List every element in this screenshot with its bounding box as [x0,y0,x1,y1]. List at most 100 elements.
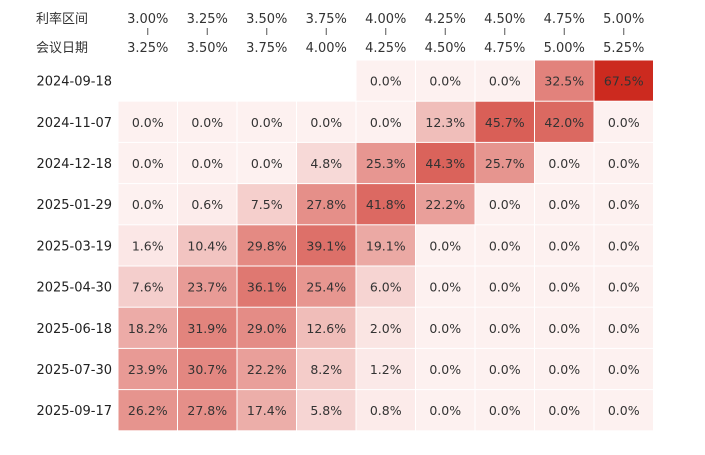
column-low-label: 4.75% [544,12,585,27]
heatmap-cell [237,101,296,142]
cell-value-label: 22.2% [425,197,465,212]
cell-value-label: 27.8% [187,403,227,418]
cell-value-label: 0.0% [132,115,164,130]
heatmap-cell [237,266,296,307]
heatmap-cell [178,142,237,184]
cell-value-label: 0.0% [489,197,521,212]
row-date-label: 2024-09-18 [36,75,112,90]
cell-value-label: 41.8% [366,197,406,212]
cell-value-label: 36.1% [247,280,287,295]
heatmap-cell [178,390,237,431]
column-header-group: 利率区间 会议日期 [36,11,88,56]
heatmap-cell [475,266,534,307]
cell-value-label: 2.0% [370,321,402,336]
heatmap-cell [416,101,475,142]
cell-value-label: 67.5% [604,74,644,89]
heatmap-cell [356,307,415,348]
column-high-label: 5.25% [603,41,644,56]
heatmap-cell [118,348,177,390]
cell-value-label: 22.2% [247,362,287,377]
heatmap-cell [297,101,356,142]
cell-value-label: 0.0% [548,362,580,377]
cell-value-label: 0.0% [251,156,283,171]
heatmap-cell [237,225,296,266]
heatmap-cell [297,225,356,266]
column-low-label: 3.50% [246,12,287,27]
corner-label-bottom: 会议日期 [36,41,88,56]
cell-value-label: 39.1% [306,238,346,253]
cell-value-label: 0.0% [608,321,640,336]
cell-value-label: 0.0% [251,115,283,130]
cell-value-label: 1.6% [132,238,164,253]
heatmap-cell [178,184,237,225]
heatmap-cell [416,266,475,307]
heatmap-cells: 0.0% 0.0% 0.0% 32.5% 67.5% 0.0% 0.0% 0.0% 0.0% 0.… [118,60,653,431]
column-high-label: 5.00% [544,41,585,56]
cell-value-label: 4.8% [310,156,342,171]
heatmap-cell [475,225,534,266]
cell-value-label: 0.0% [548,156,580,171]
column-high-label: 4.50% [425,41,466,56]
cell-value-label: 0.0% [429,362,461,377]
row-date-label: 2025-04-30 [36,281,112,296]
heatmap-cell [594,390,653,431]
cell-value-label: 0.0% [489,403,521,418]
heatmap-cell [118,142,177,184]
heatmap-cell [594,142,653,184]
cell-value-label: 8.2% [310,362,342,377]
heatmap-cell [594,60,653,101]
cell-value-label: 7.6% [132,280,164,295]
cell-value-label: 0.0% [608,156,640,171]
cell-value-label: 12.3% [425,115,465,130]
row-date-label: 2025-09-17 [36,404,112,419]
heatmap-cell [356,142,415,184]
heatmap-cell [237,348,296,390]
heatmap-cell [297,307,356,348]
cell-value-label: 0.0% [608,403,640,418]
heatmap-cell [118,184,177,225]
cell-value-label: 0.0% [608,362,640,377]
heatmap-cell [475,184,534,225]
heatmap-cell [297,348,356,390]
column-high-label: 3.75% [246,41,287,56]
heatmap-cell [118,307,177,348]
heatmap-cell [297,184,356,225]
row-date-label: 2025-01-29 [36,198,112,213]
cell-value-label: 18.2% [128,321,168,336]
heatmap-cell [118,101,177,142]
column-low-label: 3.00% [127,12,168,27]
cell-value-label: 6.0% [370,280,402,295]
column-low-label: 3.25% [187,12,228,27]
cell-value-label: 31.9% [187,321,227,336]
cell-value-label: 0.6% [191,197,223,212]
heatmap-cell [416,225,475,266]
cell-value-label: 26.2% [128,403,168,418]
heatmap-cell [356,184,415,225]
heatmap-cell [356,390,415,431]
heatmap-cell [416,60,475,101]
heatmap-cell [356,348,415,390]
cell-value-label: 25.3% [366,156,406,171]
heatmap-cell [237,390,296,431]
column-low-label: 3.75% [306,12,347,27]
cell-value-label: 44.3% [425,156,465,171]
heatmap-cell [416,390,475,431]
heatmap-cell [237,142,296,184]
heatmap-cell [297,266,356,307]
column-high-label: 3.25% [127,41,168,56]
row-date-label: 2025-07-30 [36,363,112,378]
heatmap-cell [416,348,475,390]
heatmap-cell [118,225,177,266]
heatmap-cell [297,142,356,184]
cell-value-label: 32.5% [544,74,584,89]
heatmap-cell [237,184,296,225]
heatmap-cell [475,348,534,390]
column-headers: 3.00% 3.25% 3.25% 3.50% 3.50% 3.75% 3.75% 4.00%… [127,12,644,56]
cell-value-label: 19.1% [366,238,406,253]
cell-value-label: 0.0% [429,238,461,253]
cell-value-label: 0.0% [608,115,640,130]
cell-value-label: 1.2% [370,362,402,377]
cell-value-label: 0.0% [370,115,402,130]
cell-value-label: 45.7% [485,115,525,130]
